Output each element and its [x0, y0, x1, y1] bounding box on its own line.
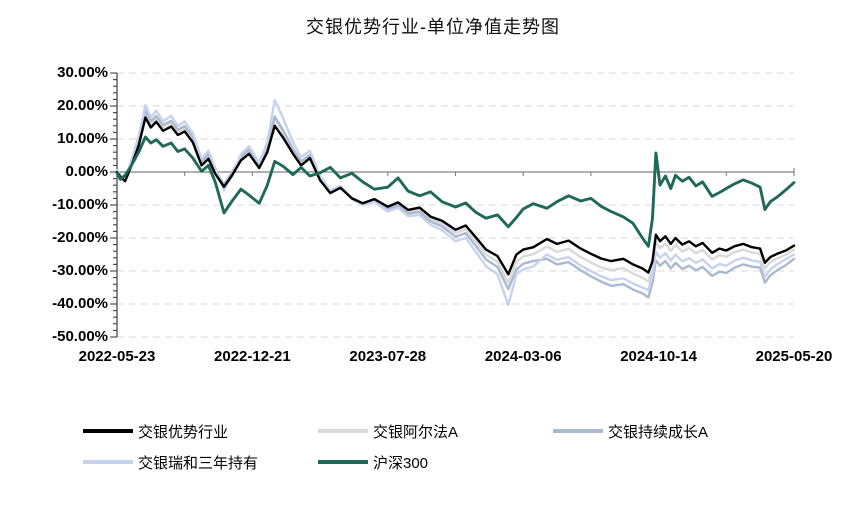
x-tick-label: 2022-12-21 — [214, 348, 291, 365]
x-tick-label: 2022-05-23 — [78, 348, 156, 365]
x-tick-label: 2023-07-28 — [349, 348, 427, 365]
legend-line-swatch — [553, 429, 603, 433]
series-line-3 — [115, 108, 796, 299]
legend-line-swatch — [83, 460, 133, 464]
legend-item-3: 交银持续成长A — [553, 420, 788, 442]
chart-legend: 交银优势行业 交银阿尔法A 交银持续成长A 交银瑞和三年持有 沪深300 — [83, 420, 843, 473]
legend-label: 沪深300 — [373, 454, 429, 472]
chart-title: 交银优势行业-单位净值走势图 — [306, 17, 560, 37]
x-tick-label: 2025-05-20 — [755, 348, 833, 365]
y-tick-label: -50.00% — [52, 328, 108, 345]
legend-label: 交银瑞和三年持有 — [138, 454, 259, 472]
legend-item-2: 交银阿尔法A — [318, 420, 553, 442]
y-tick-label: 30.00% — [57, 64, 108, 81]
legend-item-1: 交银优势行业 — [83, 420, 318, 442]
legend-item-4: 交银瑞和三年持有 — [83, 451, 318, 473]
series-line-1 — [115, 116, 796, 276]
x-tick-label: 2024-10-14 — [620, 348, 697, 365]
legend-line-swatch — [83, 429, 133, 433]
legend-line-swatch — [318, 460, 368, 464]
y-tick-label: -20.00% — [52, 229, 108, 246]
series-line-5 — [115, 135, 796, 248]
y-tick-label: 0.00% — [65, 163, 108, 180]
y-tick-label: -40.00% — [52, 295, 108, 312]
y-tick-label: -10.00% — [52, 196, 108, 213]
series-line-4 — [115, 98, 796, 307]
y-tick-label: 10.00% — [57, 130, 108, 147]
y-tick-label: -30.00% — [52, 262, 108, 279]
legend-label: 交银持续成长A — [608, 423, 709, 441]
y-tick-label: 20.00% — [57, 97, 108, 114]
legend-label: 交银优势行业 — [138, 423, 229, 441]
legend-item-5: 沪深300 — [318, 451, 553, 473]
legend-line-swatch — [318, 429, 368, 433]
x-tick-label: 2024-03-06 — [484, 348, 562, 365]
legend-label: 交银阿尔法A — [373, 423, 459, 441]
